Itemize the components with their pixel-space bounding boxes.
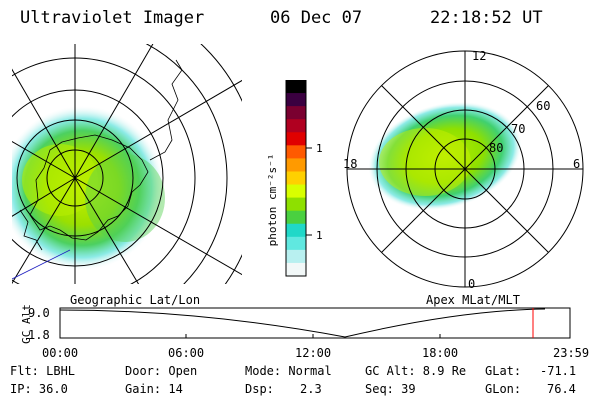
glon-label: GLon: (485, 382, 522, 396)
colorbar-segment (286, 93, 306, 107)
dsp-label: Dsp: (245, 382, 274, 396)
right-panel-label: Apex MLat/MLT (426, 293, 520, 307)
colorbar-segment (286, 171, 306, 186)
colorbar-segment (286, 223, 306, 238)
mode-info: Mode: Normal (245, 364, 332, 378)
time-tick-0000: 00:00 (42, 346, 78, 360)
mlt-label-6: 6 (573, 157, 580, 171)
time-tick-1200: 12:00 (295, 346, 331, 360)
colorbar-tick-10: 10 (316, 229, 322, 242)
polar-mlat-mlt-map: 12 18 6 0 60 70 80 (343, 49, 584, 291)
mlat-label-80: 80 (489, 141, 503, 155)
altitude-ytick-high: 9.0 (28, 306, 50, 320)
colorbar-segment (286, 80, 306, 94)
colorbar-segment (286, 249, 306, 264)
glat-label: GLat: (485, 364, 522, 378)
altitude-ylabel: GC Alt (20, 304, 33, 344)
seq-info: Seq: 39 (365, 382, 416, 396)
door-info: Door: Open (125, 364, 198, 378)
mlat-label-60: 60 (536, 99, 550, 113)
intensity-colorbar: 100 10 photon cm⁻²s⁻¹ (266, 80, 322, 277)
colorbar-segment (286, 106, 306, 120)
instrument-title: Ultraviolet Imager (20, 8, 205, 28)
image-date: 06 Dec 07 (270, 8, 363, 28)
glon-value: 76.4 (547, 382, 576, 396)
left-panel-label: Geographic Lat/Lon (70, 293, 201, 307)
colorbar-segment (286, 197, 306, 212)
time-tick-1800: 18:00 (422, 346, 458, 360)
altitude-ytick-low: 1.8 (28, 328, 50, 342)
filter-info: Flt: LBHL (10, 364, 76, 378)
geographic-map (12, 44, 242, 284)
colorbar-segment (286, 210, 306, 225)
colorbar-unit-label: photon cm⁻²s⁻¹ (266, 154, 279, 247)
mlt-label-0: 0 (468, 277, 475, 291)
time-tick-0600: 06:00 (168, 346, 204, 360)
gain-info: Gain: 14 (125, 382, 183, 396)
colorbar-segment (286, 132, 306, 146)
mlt-label-12: 12 (472, 49, 486, 63)
colorbar-segment (286, 119, 306, 133)
mlt-label-18: 18 (343, 157, 357, 171)
mlat-label-70: 70 (511, 122, 525, 136)
colorbar-tick-100: 100 (316, 142, 322, 155)
time-tick-2359: 23:59 (553, 346, 589, 360)
colorbar-segment (286, 145, 306, 159)
ip-info: IP: 36.0 (10, 382, 68, 396)
glat-value: -71.1 (540, 364, 577, 378)
altitude-plot: GC Alt 9.0 1.8 00:00 06:00 12:00 18:00 2… (20, 304, 589, 360)
colorbar-segment (286, 158, 306, 172)
dsp-value: 2.3 (300, 382, 322, 396)
gc-alt-info: GC Alt: 8.9 Re (365, 364, 467, 378)
colorbar-segment (286, 262, 306, 277)
colorbar-segment (286, 184, 306, 199)
image-time: 22:18:52 UT (430, 8, 543, 28)
colorbar-segment (286, 236, 306, 251)
